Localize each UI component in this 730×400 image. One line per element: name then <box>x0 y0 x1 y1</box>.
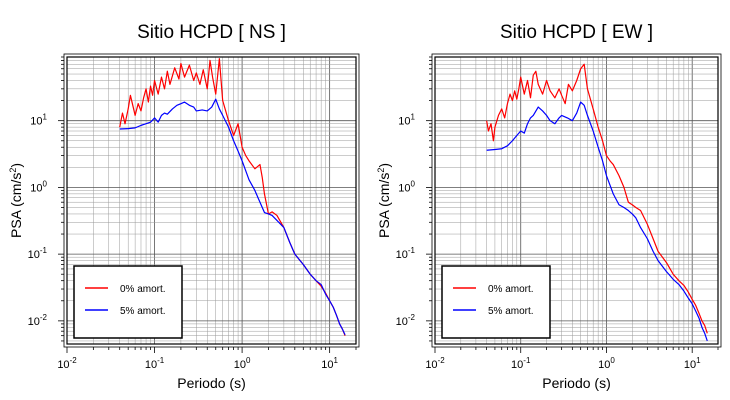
y-tick-exponent: -1 <box>408 246 416 255</box>
y-tick-exponent: 0 <box>43 179 48 188</box>
x-tick-label: 10-2 <box>57 356 77 371</box>
plot-frame-outer <box>63 53 360 348</box>
y-tick-base: 10 <box>28 316 40 328</box>
y-tick-exponent: 1 <box>43 113 48 122</box>
x-tick-label: 10-1 <box>145 356 165 371</box>
x-axis-label: Periodo (s) <box>177 375 245 391</box>
y-tick-label: 10-2 <box>396 313 416 328</box>
y-axis-label-main: PSA (cm/s <box>8 173 24 238</box>
y-tick-exponent: -1 <box>40 246 48 255</box>
y-tick-exponent: -2 <box>40 313 48 322</box>
y-tick-exponent: 1 <box>411 113 416 122</box>
legend-label-2: 5% amort. <box>488 306 534 317</box>
y-tick-label: 100 <box>30 179 47 194</box>
x-tick-base: 10 <box>145 359 157 371</box>
y-tick-label: 10-2 <box>28 313 48 328</box>
y-tick-base: 10 <box>396 316 408 328</box>
x-tick-exponent: 1 <box>334 356 339 365</box>
y-axis-label-sup: 2 <box>8 168 18 173</box>
y-tick-base: 10 <box>398 116 410 128</box>
x-tick-label: 10-1 <box>511 356 531 371</box>
x-tick-base: 10 <box>234 359 246 371</box>
legend-box <box>441 265 551 339</box>
y-axis-label-main: PSA (cm/s <box>376 173 392 238</box>
y-tick-label: 101 <box>398 113 415 128</box>
grid <box>67 57 356 344</box>
x-tick-label: 10-2 <box>425 356 445 371</box>
series-line-undamped <box>486 63 708 334</box>
y-tick-exponent: 0 <box>411 179 416 188</box>
y-axis-label-end: ) <box>376 163 392 168</box>
x-tick-exponent: -2 <box>438 356 446 365</box>
y-tick-base: 10 <box>28 249 40 261</box>
legend-label-1: 0% amort. <box>120 284 166 295</box>
plot-frame <box>66 56 357 345</box>
legend-label-2: 5% amort. <box>120 306 166 317</box>
series-line-damped <box>486 101 708 342</box>
chart-title: Sitio HCPD [ EW ] <box>500 22 653 43</box>
y-tick-base: 10 <box>30 116 42 128</box>
y-tick-label: 101 <box>30 113 47 128</box>
y-tick-base: 10 <box>398 182 410 194</box>
x-tick-base: 10 <box>57 359 69 371</box>
x-tick-label: 101 <box>321 356 338 371</box>
grid <box>435 57 718 344</box>
y-tick-base: 10 <box>396 249 408 261</box>
y-axis-label: PSA (cm/s2) <box>8 163 24 238</box>
y-tick-label: 10-1 <box>396 246 416 261</box>
x-tick-exponent: -1 <box>523 356 531 365</box>
x-tick-exponent: 0 <box>246 356 251 365</box>
plot-frame <box>434 56 719 345</box>
chart-title: Sitio HCPD [ NS ] <box>137 22 286 43</box>
x-tick-exponent: -2 <box>70 356 78 365</box>
legend: 0% amort. 5% amort. <box>73 265 183 339</box>
y-axis-label-end: ) <box>8 163 24 168</box>
x-tick-label: 100 <box>598 356 615 371</box>
y-tick-exponent: -2 <box>408 313 416 322</box>
x-tick-base: 10 <box>598 359 610 371</box>
axis-ticks <box>426 56 719 353</box>
y-tick-label: 100 <box>398 179 415 194</box>
x-tick-exponent: 1 <box>696 356 701 365</box>
plot-frame-outer <box>431 53 722 348</box>
x-tick-label: 100 <box>234 356 251 371</box>
x-tick-exponent: 0 <box>610 356 615 365</box>
series-line-damped <box>119 98 346 335</box>
y-tick-label: 10-1 <box>28 246 48 261</box>
x-tick-base: 10 <box>511 359 523 371</box>
x-tick-base: 10 <box>321 359 333 371</box>
axis-ticks <box>58 56 357 353</box>
legend-label-1: 0% amort. <box>488 284 534 295</box>
y-tick-base: 10 <box>30 182 42 194</box>
y-axis-label: PSA (cm/s2) <box>376 163 392 238</box>
x-tick-base: 10 <box>684 359 696 371</box>
y-axis-label-sup: 2 <box>376 168 386 173</box>
legend: 0% amort. 5% amort. <box>441 265 551 339</box>
x-tick-exponent: -1 <box>157 356 165 365</box>
x-axis-label: Periodo (s) <box>542 375 610 391</box>
x-tick-base: 10 <box>425 359 437 371</box>
legend-box <box>73 265 183 339</box>
x-tick-label: 101 <box>684 356 701 371</box>
